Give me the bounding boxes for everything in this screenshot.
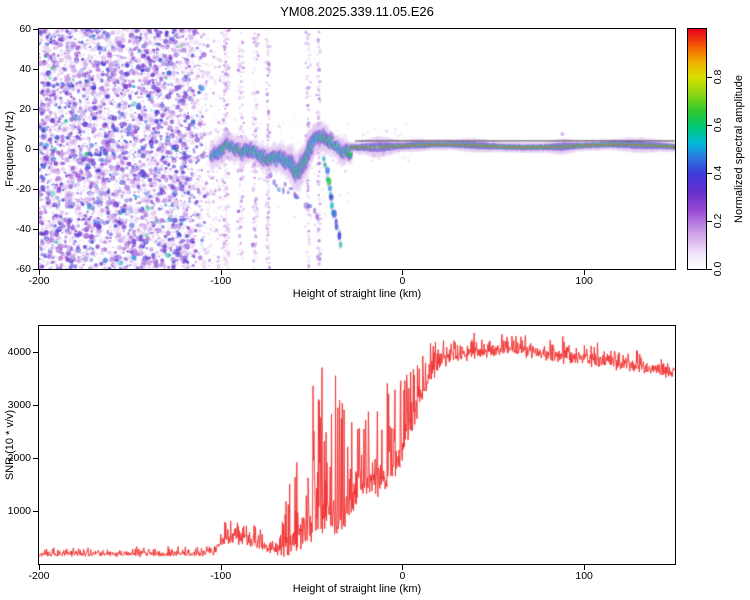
spectrogram-y-tick (33, 229, 38, 230)
spectrogram-xlabel: Height of straight line (km) (292, 288, 422, 300)
spectrogram-x-tick-label: 0 (399, 275, 406, 287)
colorbar (687, 28, 707, 270)
spectrogram-y-tick (33, 109, 38, 110)
snr-x-tick (39, 565, 40, 570)
snr-y-tick-label: 1000 (7, 505, 31, 518)
spectrogram-y-tick (33, 69, 38, 70)
spectrogram-y-tick-label: 40 (19, 63, 31, 75)
colorbar-tick-label: 0.4 (712, 165, 724, 181)
spectrogram-y-tick-label: 60 (19, 23, 31, 35)
spectrogram-y-tick-label: -40 (15, 223, 31, 235)
snr-y-tick-label: 2000 (7, 452, 31, 465)
snr-x-tick-label: 0 (399, 570, 406, 582)
spectrogram-y-tick (33, 189, 38, 190)
colorbar-tick (707, 269, 712, 270)
spectrogram-y-tick-label: -20 (15, 183, 31, 195)
snr-y-tick (33, 405, 38, 407)
colorbar-tick (707, 77, 712, 78)
snr-y-tick-label: 3000 (7, 399, 31, 412)
snr-y-tick (33, 511, 38, 513)
spectrogram-y-tick (33, 149, 38, 150)
snr-canvas (39, 326, 675, 564)
spectrogram-panel (38, 28, 676, 270)
colorbar-tick (707, 221, 712, 222)
spectrogram-x-tick-label: -100 (210, 275, 232, 287)
spectrogram-y-tick-label: 20 (19, 103, 31, 115)
spectrogram-y-tick (33, 269, 38, 270)
colorbar-tick-label: 0.8 (712, 69, 724, 85)
snr-y-tick-label: 4000 (7, 346, 31, 359)
snr-x-tick (402, 565, 404, 570)
snr-x-tick (584, 565, 586, 570)
spectrogram-x-tick (402, 270, 404, 275)
colorbar-tick (707, 173, 712, 174)
figure-title: YM08.2025.339.11.05.E26 (280, 4, 434, 19)
snr-x-tick-label: -100 (210, 570, 232, 582)
snr-x-tick-label: 100 (575, 570, 593, 582)
spectrogram-x-tick (39, 270, 40, 275)
snr-xlabel: Height of straight line (km) (292, 583, 422, 595)
snr-y-tick (33, 352, 38, 354)
spectrogram-y-tick (33, 29, 38, 30)
colorbar-canvas (688, 29, 706, 269)
spectrogram-x-tick-label: -200 (28, 275, 50, 287)
spectrogram-canvas (39, 29, 675, 269)
snr-panel (38, 325, 676, 565)
snr-x-tick-label: -200 (28, 570, 50, 582)
snr-y-tick (33, 458, 38, 460)
spectrogram-x-tick (584, 270, 586, 275)
snr-x-tick (220, 565, 222, 570)
colorbar-tick-label: 0.6 (712, 117, 724, 133)
snr-ylabel: SNR (10 * v/v) (4, 409, 16, 481)
colorbar-tick-label: 0.2 (712, 213, 724, 229)
spectrogram-x-tick-label: 100 (575, 275, 593, 287)
colorbar-tick (707, 125, 712, 126)
colorbar-label: Normalized spectral amplitude (733, 75, 745, 223)
spectrogram-y-tick-label: 0 (25, 143, 31, 155)
colorbar-tick-label: 0.0 (712, 261, 724, 277)
spectrogram-y-tick-label: -60 (15, 263, 31, 275)
spectrogram-x-tick (220, 270, 222, 275)
